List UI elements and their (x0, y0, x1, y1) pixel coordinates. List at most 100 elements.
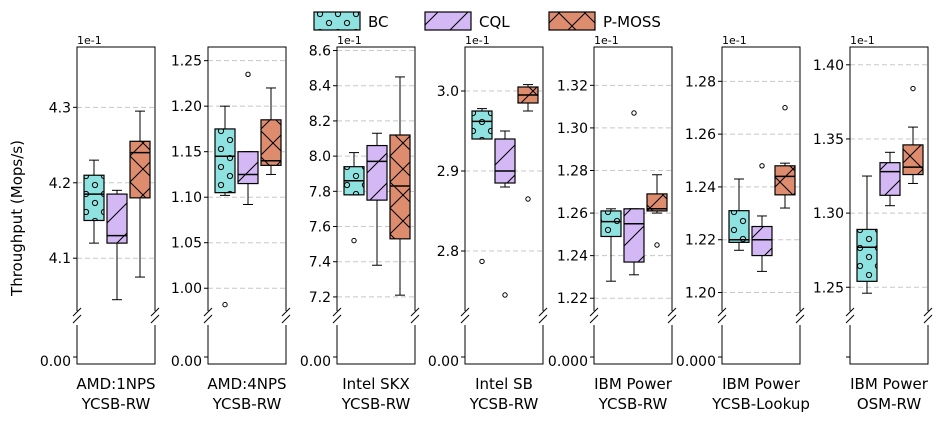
axis-scale-label: 1e-1 (337, 34, 362, 47)
axis-break-mark (332, 314, 342, 324)
panel-label-line1: IBM Power (594, 375, 673, 393)
axis-break-mark (72, 307, 82, 317)
box-pattern (647, 193, 667, 211)
panel-label-line2: YCSB-RW (81, 395, 151, 413)
axis-scale-label: 1e-1 (722, 34, 747, 47)
y-tick-label: 7.8 (309, 184, 331, 200)
y-tick-label: 2.8 (437, 244, 459, 260)
outlier-point (351, 237, 357, 244)
box-cql (623, 110, 645, 276)
panel-label-line1: IBM Power (850, 375, 929, 393)
y-tick-label: 1.25 (813, 280, 844, 296)
legend-label-bc: BC (368, 13, 389, 31)
y-tick-label: 4.2 (49, 176, 71, 192)
panel-frame-bottom (76, 325, 156, 365)
axis-break-mark (460, 307, 470, 317)
y-tick-label: 1.40 (813, 58, 844, 74)
panel-frame-bottom (721, 325, 801, 365)
axis-break-mark (667, 307, 677, 317)
y-tick-label: 8.2 (309, 114, 331, 130)
box-cql (106, 189, 128, 301)
panel-frame-top (76, 46, 156, 311)
box-pattern (857, 229, 877, 282)
y-tick-label: 7.6 (309, 220, 331, 236)
panel-skx: 7.2 7.4 7.6 7.8 8.0 8.2 8.4 8.6 0.00 1e-1 Intel SK… (300, 34, 420, 413)
box-pattern (130, 141, 150, 198)
y-tick-label: 1.22 (557, 291, 588, 307)
panel-frame-bottom (849, 325, 929, 365)
box-pmoss (902, 85, 924, 184)
panel-label-line2: YCSB-RW (341, 395, 411, 413)
axis-break-mark (589, 307, 599, 317)
box-pattern (238, 151, 258, 184)
legend-label-pmoss: P-MOSS (603, 13, 661, 31)
y-tick-label: 1.10 (171, 190, 202, 206)
box-pattern (390, 135, 410, 239)
y-tick-label: 1.26 (685, 127, 716, 143)
panel-label-line1: Intel SB (475, 375, 533, 393)
y-tick-label-zero: 0.00 (428, 354, 459, 370)
box-cql (494, 130, 516, 298)
y-tick-label: 4.3 (49, 100, 71, 116)
y-tick-label: 1.25 (171, 54, 202, 70)
y-tick-label: 8.4 (309, 79, 331, 95)
axis-break-mark (923, 314, 933, 324)
y-tick-label: 1.35 (813, 132, 844, 148)
axis-scale-label: 1e-1 (465, 34, 490, 47)
legend-label-cql: CQL (479, 13, 510, 31)
y-axis-label: Throughput (Mops/s) (8, 140, 26, 297)
panel-frame-top (593, 46, 673, 311)
axis-break-mark (923, 307, 933, 317)
panel-sb: 2.8 2.9 3.0 0.00 1e-1 Intel SB YCSB-RW (428, 34, 548, 413)
axis-break-mark (717, 314, 727, 324)
axis-break-mark (281, 314, 291, 324)
axis-break-mark (150, 307, 160, 317)
box-pattern (367, 145, 387, 201)
y-tick-label: 1.24 (685, 180, 716, 196)
axis-break-mark (410, 307, 420, 317)
outlier-point (479, 258, 485, 265)
axis-break-mark (203, 314, 213, 324)
box-pattern (729, 210, 749, 243)
panels: 4.1 4.2 4.3 0.00 1e-1 AMD:1NPS YCSB-RW 1.00 1.05… (40, 34, 933, 413)
y-tick-label-zero: 0.00 (300, 354, 331, 370)
box-pattern (215, 128, 235, 193)
outlier-point (782, 105, 788, 111)
y-tick-label: 1.30 (813, 206, 844, 222)
box-bc (600, 208, 622, 282)
outlier-point (222, 301, 228, 308)
outlier-point (759, 163, 765, 169)
y-tick-label: 1.26 (557, 206, 588, 222)
y-tick-label: 8.0 (309, 149, 331, 165)
axis-break-mark (538, 307, 548, 317)
box-pmoss (517, 84, 539, 202)
axis-break-mark (667, 314, 677, 324)
box-pmoss (389, 76, 411, 296)
box-bc (83, 159, 105, 244)
panel-amd1: 4.1 4.2 4.3 0.00 1e-1 AMD:1NPS YCSB-RW (40, 34, 160, 413)
outlier-point (525, 196, 531, 202)
axis-break-mark (203, 307, 213, 317)
y-tick-label: 1.30 (557, 121, 588, 137)
panel-label-line1: Intel SKX (342, 375, 410, 393)
axis-break-mark (332, 307, 342, 317)
y-tick-label-zero: 0.00 (40, 354, 71, 370)
axis-break-mark (72, 314, 82, 324)
box-pattern (84, 175, 104, 221)
panel-frame-top (207, 46, 287, 311)
y-tick-label: 4.1 (49, 251, 71, 267)
box-pattern (601, 210, 621, 237)
box-pmoss (260, 87, 282, 175)
y-tick-label: 1.20 (685, 286, 716, 302)
outlier-point (245, 71, 251, 78)
panel-label-line2: YCSB-RW (212, 395, 282, 413)
y-tick-label-zero: 0.000 (548, 354, 588, 370)
box-bc (214, 105, 236, 308)
panel-label-line2: YCSB-RW (598, 395, 668, 413)
outlier-point (654, 242, 660, 248)
legend-swatch-pattern-pmoss (549, 12, 595, 30)
axis-scale-label: 1e-1 (77, 34, 102, 47)
axis-break-mark (845, 314, 855, 324)
panel-label-line1: IBM Power (722, 375, 801, 393)
